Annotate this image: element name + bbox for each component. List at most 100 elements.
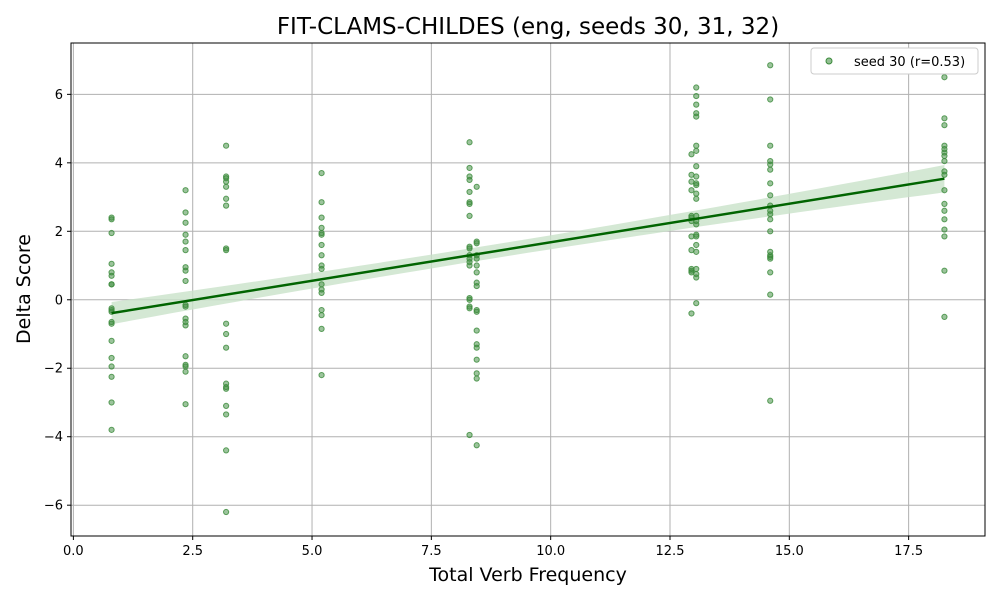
data-point (223, 320, 230, 327)
legend-marker (825, 57, 833, 65)
data-point (693, 241, 700, 249)
data-point (108, 373, 115, 380)
data-point (688, 310, 695, 317)
data-point (223, 330, 230, 338)
data-point (693, 274, 700, 281)
data-point (941, 267, 948, 274)
data-point (223, 402, 230, 410)
data-point (318, 214, 325, 221)
data-point (767, 397, 774, 404)
data-point (693, 190, 700, 197)
data-point (767, 192, 774, 199)
data-point (693, 113, 700, 120)
data-point (767, 161, 774, 168)
data-point (223, 447, 230, 454)
x-tick-label: 5.0 (302, 544, 323, 559)
data-point (182, 219, 189, 226)
data-point (108, 229, 115, 237)
data-point (182, 209, 189, 216)
data-point (941, 152, 948, 160)
data-point (693, 92, 700, 100)
data-point (767, 216, 774, 223)
data-point (941, 115, 948, 122)
data-point (941, 158, 948, 165)
data-point (182, 353, 189, 360)
data-point (767, 255, 774, 262)
data-point (767, 96, 774, 103)
data-point (693, 233, 700, 240)
data-point (466, 431, 473, 439)
data-point (182, 238, 189, 245)
data-point (767, 291, 774, 298)
data-point (473, 240, 480, 247)
data-point (182, 322, 189, 329)
data-point (108, 337, 115, 344)
data-point (108, 354, 115, 362)
data-point (767, 269, 774, 276)
data-point (108, 320, 115, 327)
data-point (318, 312, 325, 319)
data-point (466, 212, 473, 219)
plot-area: 0.0 2.5 5.0 7.5 10.0 12.5 15.0 17.5 −6 −4 −2 0 2 4 6 (44, 42, 986, 559)
y-tick-label: 2 (55, 225, 63, 240)
chart-title: FIT-CLAMS-CHILDES (eng, seeds 30, 31, 32… (277, 14, 779, 40)
y-tick-label: 6 (55, 88, 63, 103)
y-tick-label: −2 (44, 362, 63, 377)
data-point (318, 306, 325, 314)
data-point (473, 370, 480, 377)
data-point (223, 411, 230, 418)
data-point (693, 163, 700, 170)
y-tick-label: −6 (44, 499, 63, 514)
data-point (688, 187, 695, 194)
x-tick-label: 17.5 (894, 544, 923, 559)
data-point (223, 508, 230, 516)
data-point (693, 142, 700, 149)
data-point (693, 248, 700, 255)
x-tick-label: 15.0 (775, 544, 804, 559)
data-point (473, 183, 480, 190)
data-point (318, 231, 325, 238)
x-tick-label: 12.5 (656, 544, 685, 559)
y-tick-label: 0 (55, 293, 63, 308)
x-tick-label: 7.5 (421, 544, 442, 559)
data-point (941, 187, 948, 194)
data-point (693, 147, 700, 154)
data-point (941, 207, 948, 214)
data-point (182, 363, 189, 370)
data-point (941, 122, 948, 129)
data-point (941, 313, 948, 320)
x-tick-label: 10.0 (536, 544, 565, 559)
data-point (473, 356, 480, 363)
data-point (108, 216, 115, 223)
data-point (182, 368, 189, 375)
x-tick-label: 2.5 (182, 544, 203, 559)
data-point (108, 272, 115, 279)
data-point (223, 385, 230, 392)
data-point (182, 277, 189, 285)
data-point (182, 247, 189, 254)
data-point (693, 173, 700, 180)
data-point (466, 188, 473, 196)
data-point (767, 62, 774, 69)
data-point (941, 200, 948, 208)
data-point (223, 344, 230, 351)
data-point (108, 426, 115, 433)
data-point (223, 202, 230, 209)
axes-frame (70, 42, 986, 537)
data-point (473, 255, 480, 262)
data-point (318, 325, 325, 332)
data-point (318, 265, 325, 273)
data-point (318, 289, 325, 297)
data-point (473, 282, 480, 290)
data-point (473, 262, 480, 269)
x-tick-label: 0.0 (63, 544, 84, 559)
data-point (473, 375, 480, 382)
data-point (767, 166, 774, 173)
legend-label: seed 30 (r=0.53) (854, 55, 965, 70)
data-point (688, 151, 695, 158)
data-point (473, 442, 480, 449)
data-point (466, 139, 473, 146)
regression-line (111, 177, 945, 315)
data-point (941, 74, 948, 81)
data-point (318, 371, 325, 379)
